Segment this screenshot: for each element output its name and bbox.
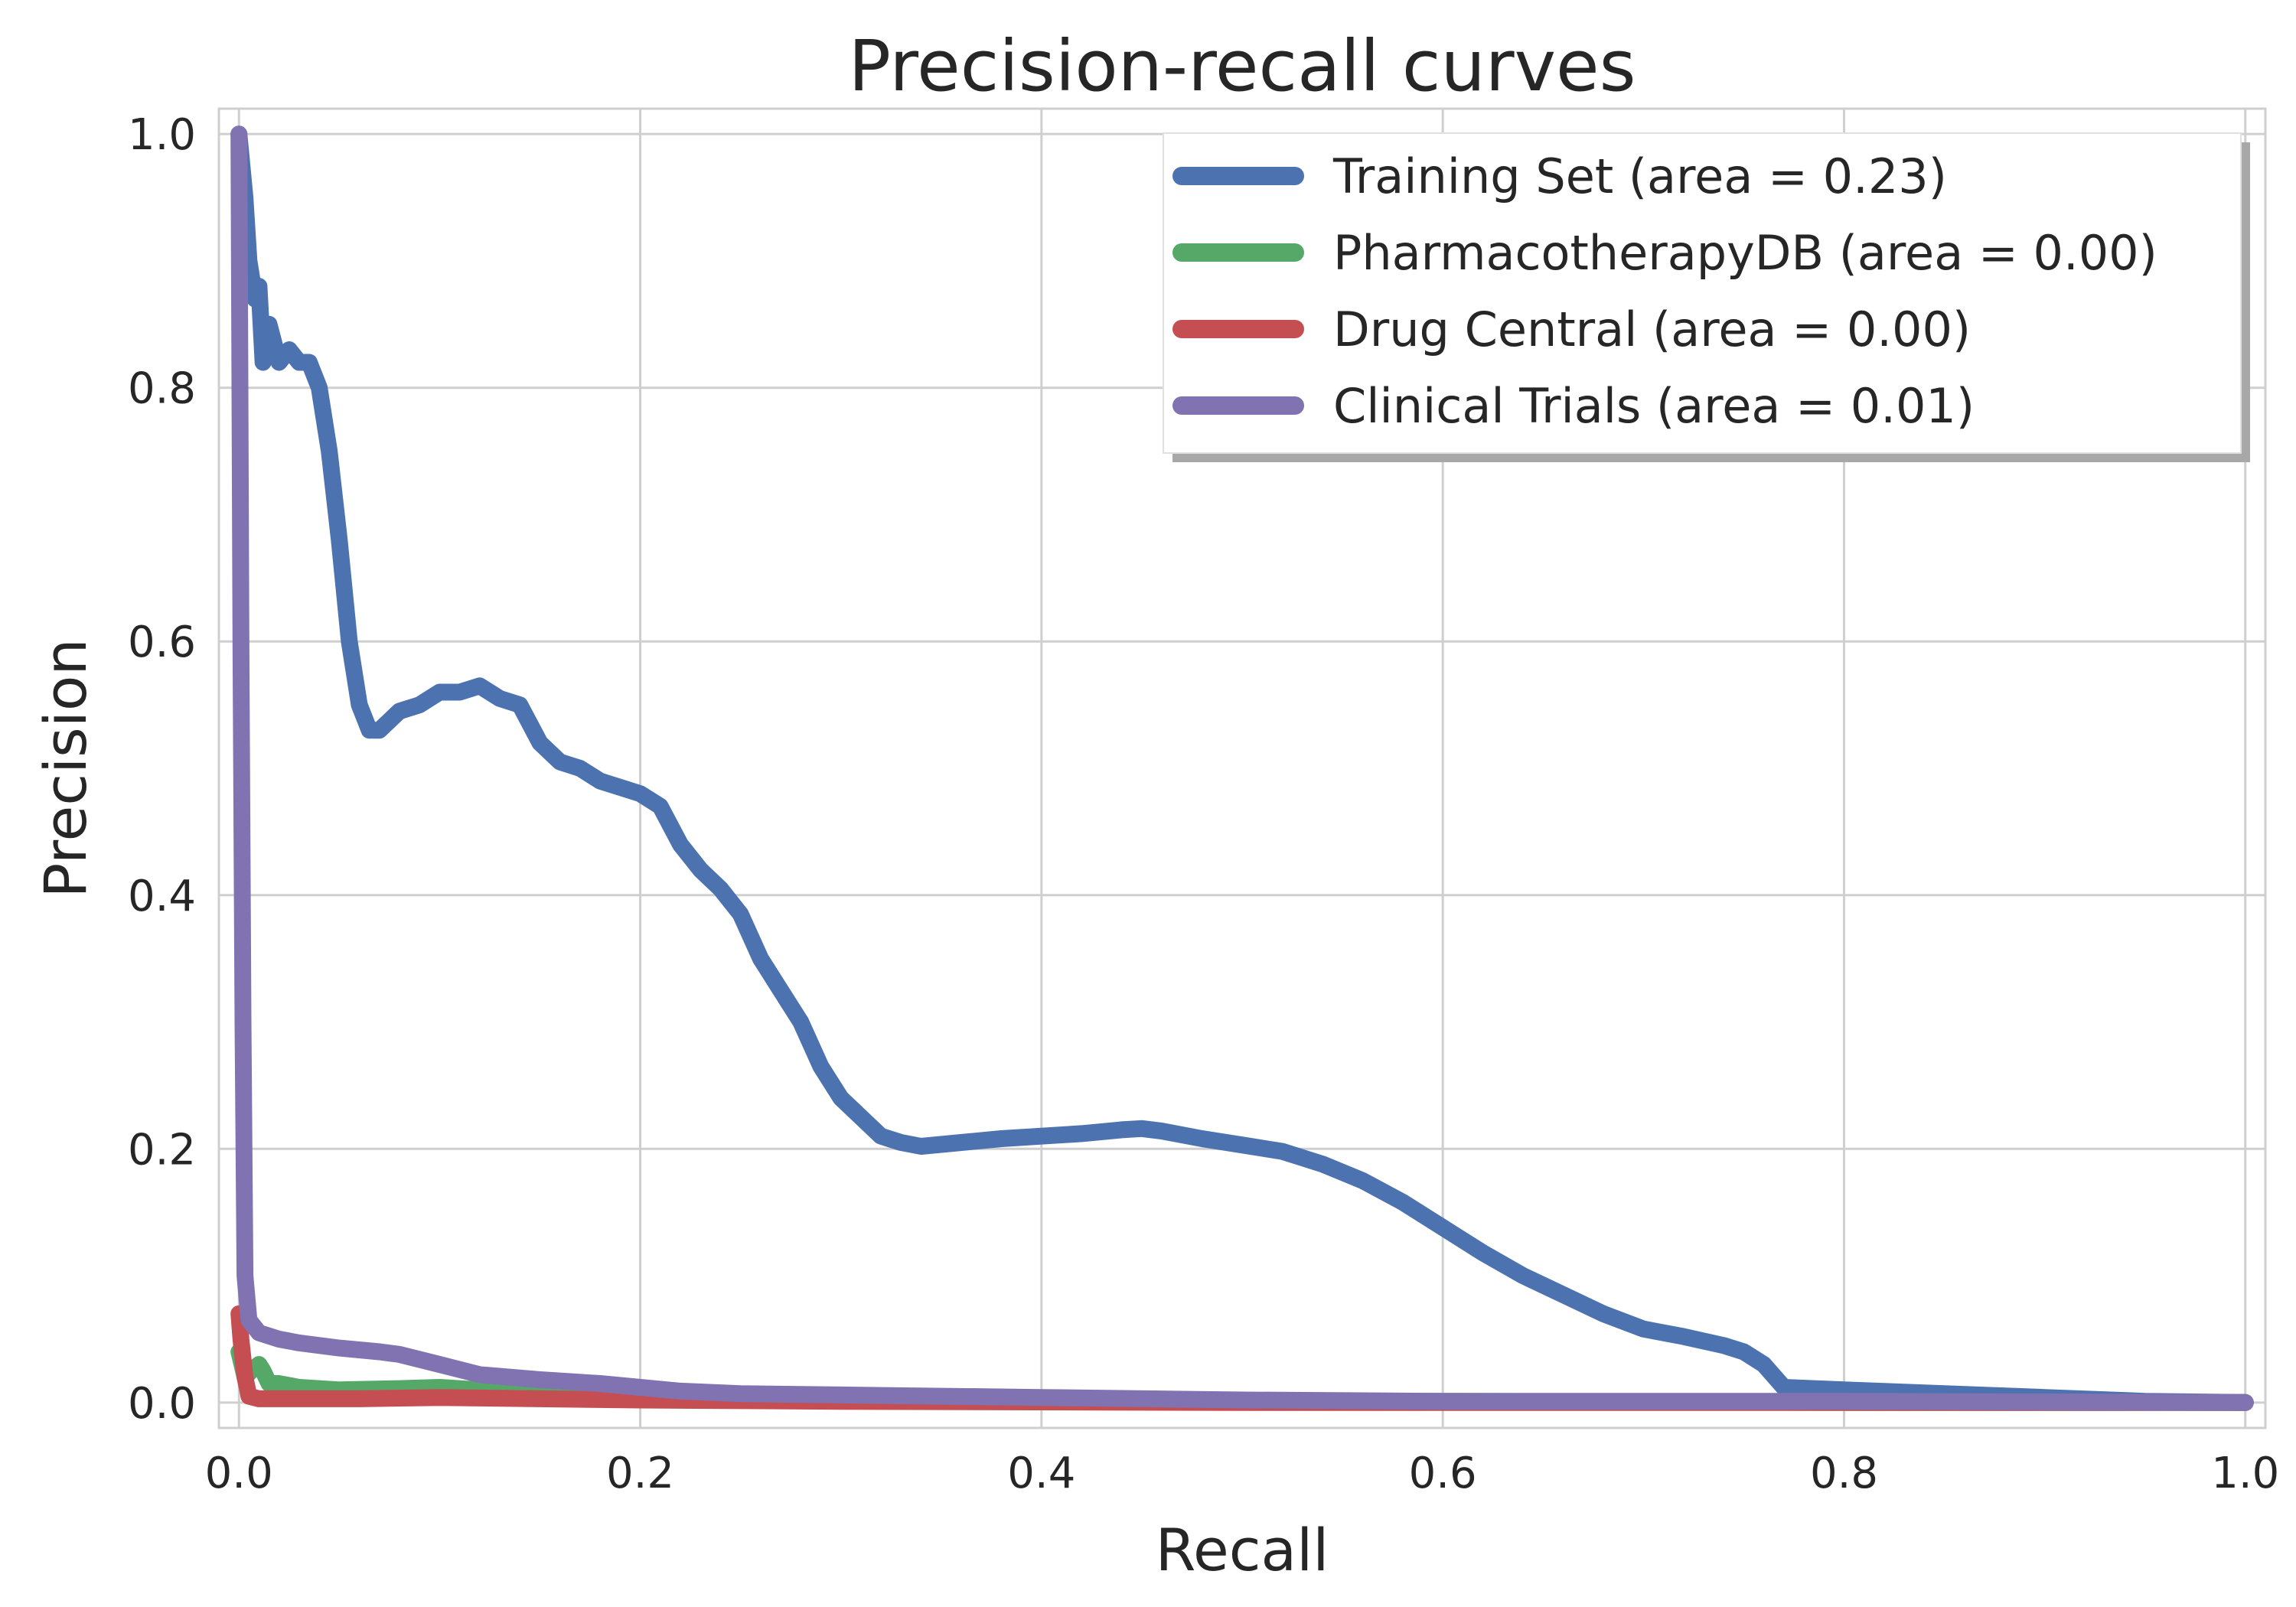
legend: Training Set (area = 0.23) Pharmacotherap… xyxy=(1163,132,2250,462)
y-axis-label: Precision xyxy=(31,638,99,898)
y-tick-label: 0.4 xyxy=(128,872,196,921)
series-line-1 xyxy=(230,125,2254,1411)
legend-label: Training Set (area = 0.23) xyxy=(1332,148,1947,204)
y-tick-label: 0.2 xyxy=(128,1125,196,1175)
chart-title: Precision-recall curves xyxy=(848,25,1636,107)
y-tick-label: 0.6 xyxy=(128,618,196,667)
legend-label: PharmacotherapyDB (area = 0.00) xyxy=(1333,225,2157,281)
series-line-4 xyxy=(230,125,2254,1411)
x-tick-label: 1.0 xyxy=(2211,1449,2279,1498)
x-tick-label: 0.2 xyxy=(606,1449,674,1498)
legend-box xyxy=(1163,132,2242,454)
plot-frame xyxy=(217,107,2267,1429)
x-axis-label: Recall xyxy=(1156,1516,1329,1584)
y-tick-label: 0.0 xyxy=(128,1379,196,1429)
x-tick-label: 0.4 xyxy=(1007,1449,1075,1498)
x-tick-label: 0.6 xyxy=(1409,1449,1477,1498)
tick-labels: 0.0 0.2 0.4 0.6 0.8 1.0 0.0 0.2 0.4 0.6 0.8 1.0 xyxy=(128,110,2279,1498)
legend-label: Clinical Trials (area = 0.01) xyxy=(1333,378,1975,434)
x-tick-label: 0.8 xyxy=(1810,1449,1878,1498)
y-tick-label: 1.0 xyxy=(128,110,196,160)
series-layer xyxy=(230,125,2254,1411)
y-tick-label: 0.8 xyxy=(128,364,196,414)
x-tick-label: 0.0 xyxy=(205,1449,273,1498)
legend-label: Drug Central (area = 0.00) xyxy=(1333,302,1971,357)
